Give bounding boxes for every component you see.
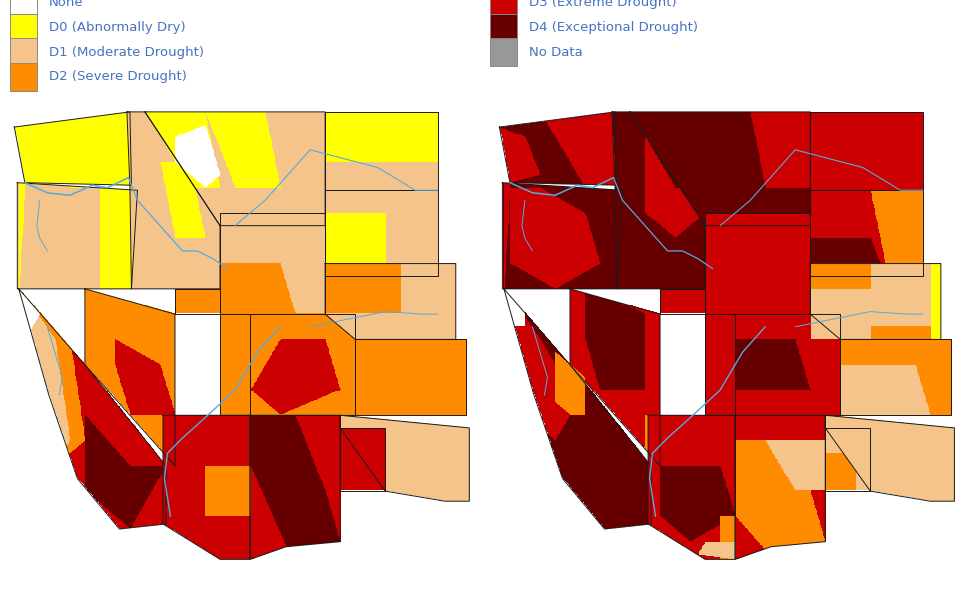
Text: D1 (Moderate Drought): D1 (Moderate Drought)	[49, 46, 204, 59]
Bar	[490, 0, 517, 16]
Bar	[10, 38, 37, 66]
Text: D3 (Extreme Drought): D3 (Extreme Drought)	[529, 0, 677, 9]
Bar	[10, 0, 37, 16]
Text: D4 (Exceptional Drought): D4 (Exceptional Drought)	[529, 21, 698, 34]
Text: None: None	[49, 0, 83, 9]
Text: No Data: No Data	[529, 46, 583, 59]
Text: D0 (Abnormally Dry): D0 (Abnormally Dry)	[49, 21, 185, 34]
Bar	[490, 38, 517, 66]
Text: D2 (Severe Drought): D2 (Severe Drought)	[49, 70, 187, 84]
Bar	[10, 13, 37, 41]
Bar	[490, 13, 517, 41]
Bar	[10, 63, 37, 90]
